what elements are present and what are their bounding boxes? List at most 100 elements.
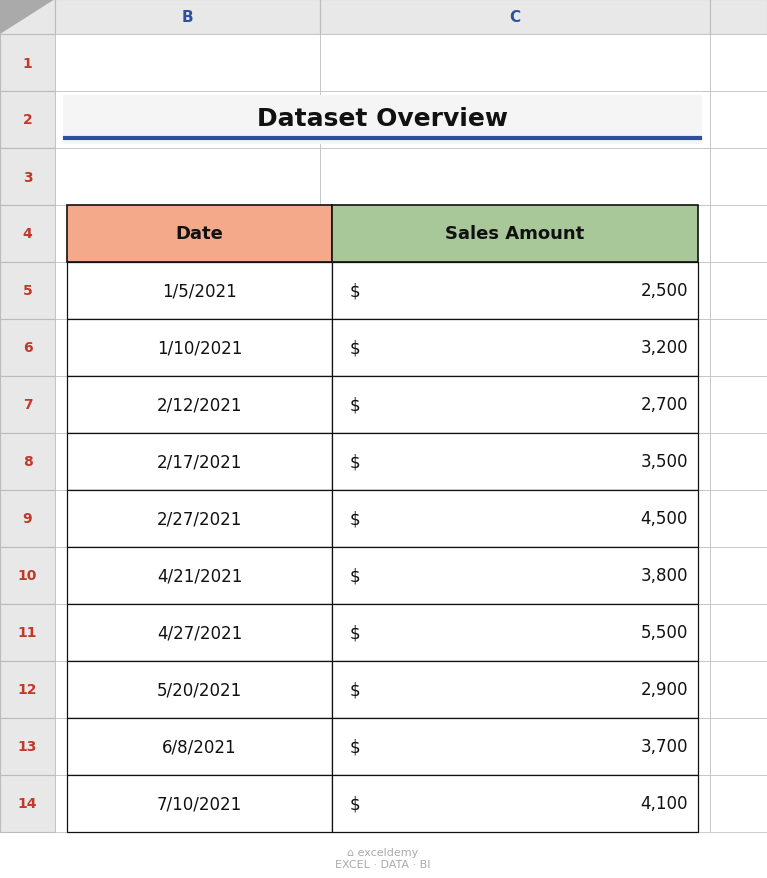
Text: 1/5/2021: 1/5/2021 [162, 282, 237, 300]
Bar [320, 320, 710, 377]
Text: 4: 4 [22, 227, 32, 241]
Text: 4/21/2021: 4/21/2021 [156, 567, 242, 585]
Bar [710, 491, 767, 547]
Text: $: $ [350, 339, 360, 357]
Text: 2/12/2021: 2/12/2021 [156, 396, 242, 414]
Bar [710, 661, 767, 718]
Bar [67, 377, 332, 434]
Bar [0, 604, 55, 661]
Bar [710, 205, 767, 263]
Bar [55, 491, 320, 547]
Text: $: $ [350, 738, 360, 756]
Bar [710, 604, 767, 661]
Bar [0, 661, 55, 718]
Bar [67, 604, 332, 661]
Text: 5,500: 5,500 [640, 623, 688, 642]
Bar [63, 96, 702, 145]
Bar [332, 377, 698, 434]
Bar [0, 263, 55, 320]
Text: 14: 14 [18, 796, 38, 810]
Bar [332, 263, 698, 320]
Bar [55, 718, 320, 775]
Bar [55, 92, 320, 149]
Bar [710, 775, 767, 832]
Bar [0, 434, 55, 491]
Bar [55, 320, 320, 377]
Bar [320, 604, 710, 661]
Bar [710, 547, 767, 604]
Bar [710, 35, 767, 92]
Bar [55, 263, 320, 320]
Bar [332, 604, 698, 661]
Bar [0, 377, 55, 434]
Text: 6: 6 [23, 342, 32, 355]
Bar [0, 0, 55, 35]
Bar [55, 661, 320, 718]
Bar [0, 320, 55, 377]
Text: $: $ [350, 795, 360, 812]
Text: 2,500: 2,500 [640, 282, 688, 300]
Bar [710, 263, 767, 320]
Text: 3: 3 [23, 170, 32, 184]
Bar [320, 0, 710, 35]
Text: $: $ [350, 453, 360, 471]
Text: 10: 10 [18, 569, 37, 583]
Text: Date: Date [176, 226, 223, 243]
Bar [0, 491, 55, 547]
Bar [0, 35, 55, 92]
Bar [710, 434, 767, 491]
Bar [710, 149, 767, 205]
Text: $: $ [350, 680, 360, 699]
Bar [320, 149, 710, 205]
Text: 1: 1 [22, 56, 32, 70]
Bar [67, 434, 332, 491]
Text: $: $ [350, 623, 360, 642]
Bar [0, 775, 55, 832]
Bar [55, 377, 320, 434]
Bar [55, 205, 320, 263]
Bar [55, 775, 320, 832]
Bar [710, 320, 767, 377]
Bar [332, 205, 698, 263]
Text: Dataset Overview: Dataset Overview [257, 106, 508, 130]
Text: $: $ [350, 510, 360, 528]
Bar [320, 35, 710, 92]
Text: C: C [509, 10, 521, 25]
Text: 3,200: 3,200 [640, 339, 688, 357]
Text: 2: 2 [22, 113, 32, 127]
Bar [0, 718, 55, 775]
Bar [55, 35, 320, 92]
Text: 2,700: 2,700 [640, 396, 688, 414]
Text: 7: 7 [23, 398, 32, 412]
Bar [320, 491, 710, 547]
Bar [320, 263, 710, 320]
Bar [55, 0, 320, 35]
Bar [67, 205, 332, 263]
Bar [55, 604, 320, 661]
Bar [67, 547, 332, 604]
Bar [320, 547, 710, 604]
Text: 8: 8 [22, 455, 32, 469]
Text: ⌂ exceldemy
EXCEL · DATA · BI: ⌂ exceldemy EXCEL · DATA · BI [334, 847, 430, 869]
Bar [320, 377, 710, 434]
Bar [710, 0, 767, 35]
Bar [332, 718, 698, 775]
Bar [332, 547, 698, 604]
Bar [710, 718, 767, 775]
Bar [67, 491, 332, 547]
Bar [67, 661, 332, 718]
Bar [55, 434, 320, 491]
Text: 1/10/2021: 1/10/2021 [156, 339, 242, 357]
Text: $: $ [350, 396, 360, 414]
Bar [332, 320, 698, 377]
Bar [332, 775, 698, 832]
Text: 2,900: 2,900 [640, 680, 688, 699]
Bar [320, 661, 710, 718]
Bar [0, 149, 55, 205]
Text: 6/8/2021: 6/8/2021 [162, 738, 237, 756]
Text: 12: 12 [18, 683, 38, 697]
Text: 9: 9 [23, 512, 32, 526]
Bar [67, 775, 332, 832]
Bar [0, 92, 55, 149]
Bar [332, 434, 698, 491]
